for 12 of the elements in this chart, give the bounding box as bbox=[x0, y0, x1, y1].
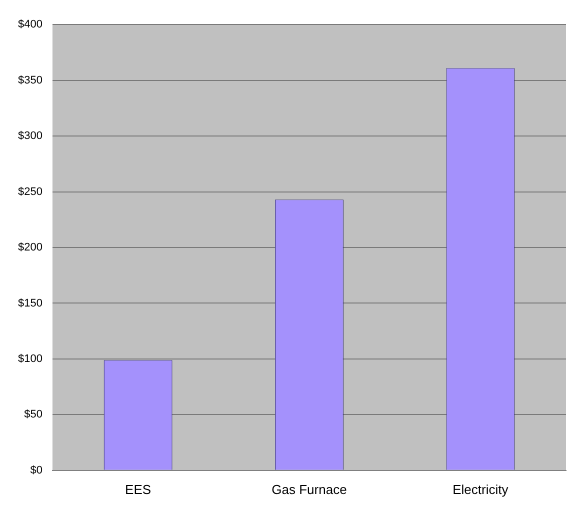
x-tick-label: Electricity bbox=[452, 482, 509, 497]
y-tick-label: $100 bbox=[18, 352, 42, 365]
y-tick-label: $50 bbox=[24, 408, 42, 421]
y-tick-label: $150 bbox=[18, 297, 42, 310]
y-tick-label: $300 bbox=[18, 130, 42, 142]
y-tick-label: $200 bbox=[18, 242, 42, 254]
y-tick-label: $400 bbox=[18, 18, 42, 31]
x-tick-label: EES bbox=[125, 482, 152, 497]
y-tick-label: $250 bbox=[18, 186, 42, 198]
y-tick-label: $0 bbox=[30, 464, 42, 476]
x-tick-label: Gas Furnace bbox=[272, 482, 347, 497]
y-tick-label: $350 bbox=[18, 74, 42, 86]
